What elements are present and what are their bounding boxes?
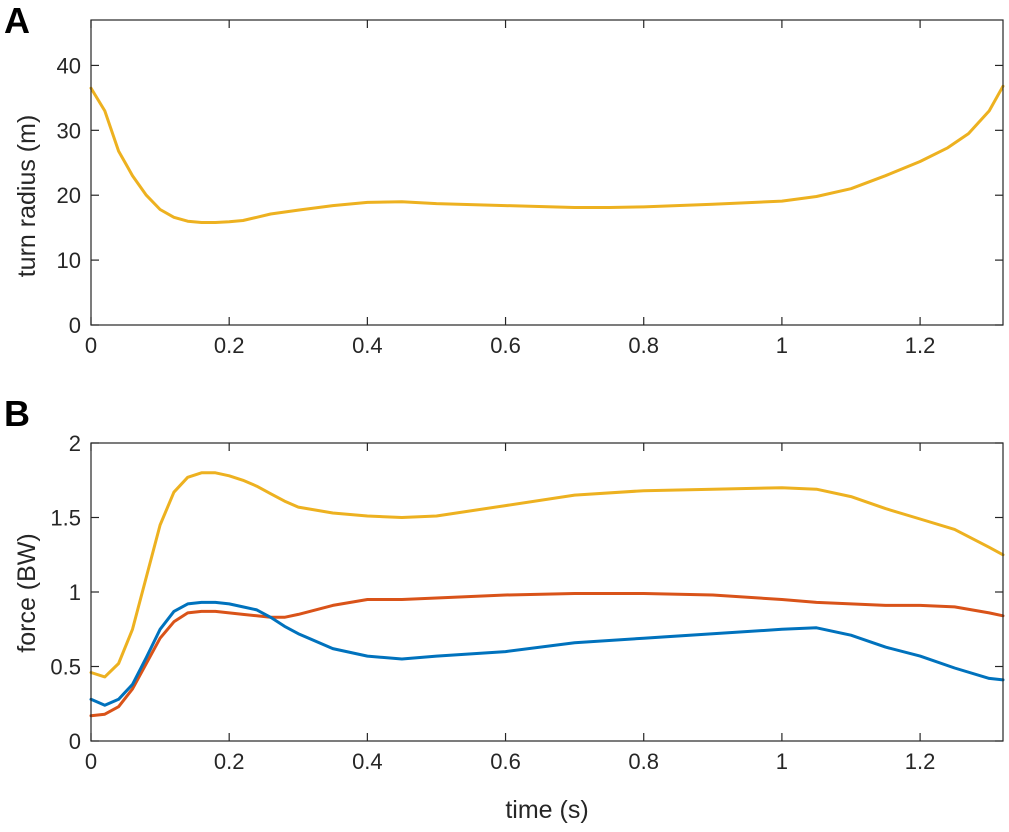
panel-a-series-line-1 bbox=[89, 84, 1005, 224]
panel-b-ytick-label: 1.5 bbox=[50, 506, 81, 531]
panel-b-series-line-2 bbox=[89, 592, 1005, 718]
panel-a-xtick-label: 1.2 bbox=[905, 333, 936, 358]
panel-a-xtick-label: 0.4 bbox=[352, 333, 383, 358]
panel-b-series-line-3 bbox=[89, 600, 1005, 707]
panel-b-xtick-label: 0.2 bbox=[214, 749, 245, 774]
panel-b-xtick-label: 0 bbox=[85, 749, 97, 774]
panel-a-xtick-label: 0 bbox=[85, 333, 97, 358]
panel-a-ticks bbox=[90, 20, 1003, 326]
panel-a-ytick-label: 20 bbox=[57, 183, 81, 208]
panel-a-ytick-label: 40 bbox=[57, 53, 81, 78]
panel-a-y-axis-label: turn radius (m) bbox=[13, 115, 41, 278]
panel-a-xtick-label: 0.6 bbox=[490, 333, 521, 358]
panel-b-ytick-label: 2 bbox=[69, 431, 81, 456]
panel-b-ytick-label: 1 bbox=[69, 580, 81, 605]
panel-b-ytick-label: 0.5 bbox=[50, 655, 81, 680]
panel-a-label: A bbox=[4, 0, 30, 41]
panel-b-xtick-label: 0.4 bbox=[352, 749, 383, 774]
panel-b-ticks bbox=[90, 442, 1003, 742]
panel-b-xtick-label: 1.2 bbox=[905, 749, 936, 774]
panel-a-ytick-label: 0 bbox=[69, 313, 81, 338]
panel-a-turn-radius: A 0 0.2 0.4 0.6 0.8 1 1.2 0 10 20 30 40 turn radius… bbox=[4, 0, 1005, 358]
panel-b-x-axis-label: time (s) bbox=[505, 796, 588, 824]
panel-b-ytick-label: 0 bbox=[69, 729, 81, 754]
panel-a-xtick-label: 0.8 bbox=[628, 333, 659, 358]
panel-b-xtick-label: 0.6 bbox=[490, 749, 521, 774]
panel-b-xtick-label: 1 bbox=[776, 749, 788, 774]
panel-b-lines bbox=[89, 471, 1005, 718]
panel-b-y-axis-label: force (BW) bbox=[13, 533, 41, 652]
panel-b-force: B 0 0.2 0.4 0.6 0.8 1 1.200.511.52 force (BW) … bbox=[4, 393, 1005, 824]
panel-a-xtick-label: 1 bbox=[776, 333, 788, 358]
panel-b-label: B bbox=[4, 393, 30, 434]
panel-b-axes-frame bbox=[90, 442, 1004, 742]
panel-b-series-line-1 bbox=[89, 471, 1005, 679]
panel-a-ytick-label: 30 bbox=[57, 118, 81, 143]
panel-b-xtick-label: 0.8 bbox=[628, 749, 659, 774]
panel-a-ytick-label: 10 bbox=[57, 248, 81, 273]
panel-a-axes-frame bbox=[90, 19, 1004, 326]
panel-b-tick-labels: 0 0.2 0.4 0.6 0.8 1 1.2 0 0.5 1 1.5 2 bbox=[50, 431, 935, 774]
panel-a-tick-labels: 0 0.2 0.4 0.6 0.8 1 1.2 0 10 20 30 40 bbox=[57, 53, 936, 358]
panel-a-lines bbox=[89, 84, 1005, 224]
panel-a-xtick-label: 0.2 bbox=[214, 333, 245, 358]
